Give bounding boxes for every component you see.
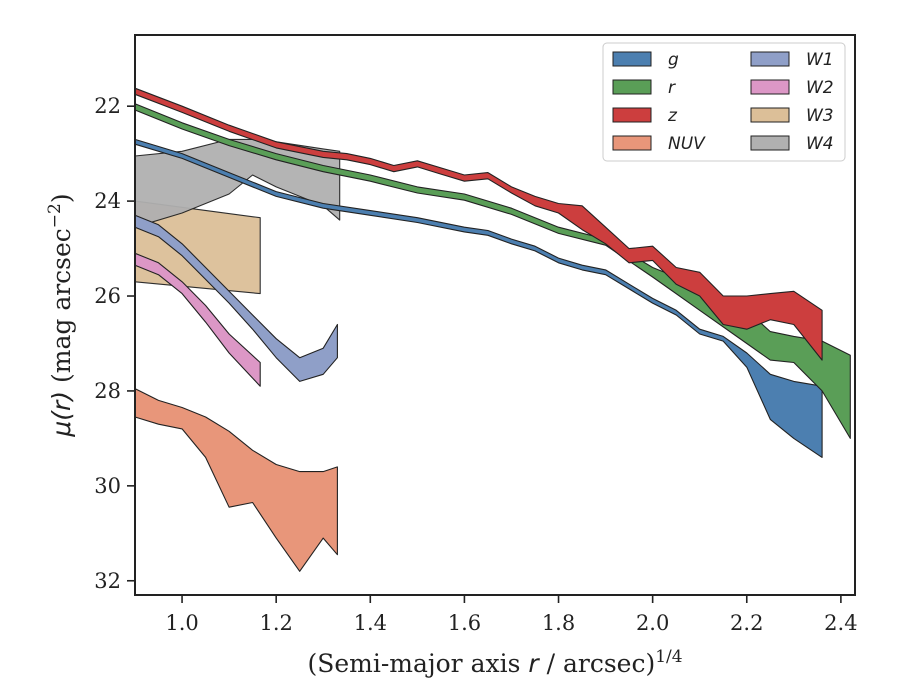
legend-swatch-w1	[750, 51, 790, 67]
legend-swatch-z	[612, 107, 652, 123]
x-tick-label: 1.6	[448, 611, 481, 635]
legend-label-r: r	[668, 78, 676, 98]
legend-swatch-nuv	[612, 135, 652, 151]
y-tick-label: 26	[94, 284, 121, 308]
y-tick-label: 28	[94, 379, 121, 403]
y-axis-title: μ(r) (mag arcsec−2)	[45, 193, 76, 437]
y-tick-label: 24	[94, 189, 121, 213]
legend-label-w2: W2	[806, 78, 834, 98]
ticks-layer: 1.0 1.2 1.4 1.6 1.8 2.0 2.2 2.4 22 24 26 28 30 32	[94, 94, 857, 635]
x-tick-label: 2.4	[824, 611, 857, 635]
x-tick-label: 2.2	[730, 611, 763, 635]
x-tick-label: 1.0	[165, 611, 198, 635]
legend-label-w1: W1	[806, 50, 834, 70]
band-g	[134, 138, 823, 458]
x-tick-label: 1.4	[354, 611, 387, 635]
y-tick-label: 22	[94, 94, 121, 118]
x-tick-label: 1.8	[542, 611, 575, 635]
legend-box	[602, 42, 846, 162]
legend-swatch-w4	[750, 135, 790, 151]
legend-label-z: z	[667, 106, 678, 126]
y-tick-label: 32	[94, 569, 121, 593]
bands-layer	[134, 87, 851, 572]
legend-label-w4: W4	[806, 134, 834, 154]
x-tick-label: 1.2	[259, 611, 292, 635]
legend-swatch-r	[612, 79, 652, 95]
band-w2	[134, 252, 261, 387]
x-tick-label: 2.0	[636, 611, 669, 635]
plot-frame	[134, 34, 856, 596]
legend-swatch-w3	[750, 107, 790, 123]
legend-label-w3: W3	[806, 106, 834, 126]
band-w1	[134, 214, 338, 382]
y-tick-label: 30	[94, 474, 121, 498]
band-r	[134, 103, 851, 439]
legend: grz NUV W1 W2 W3 W4	[602, 42, 846, 162]
legend-swatch-g	[612, 51, 652, 67]
band-z	[134, 87, 823, 361]
legend-label-nuv: NUV	[668, 134, 706, 154]
legend-label-g: g	[668, 50, 679, 70]
band-nuv	[134, 388, 338, 572]
x-axis-title: (Semi-major axis r / arcsec)1/4	[307, 647, 682, 678]
legend-swatch-w2	[750, 79, 790, 95]
